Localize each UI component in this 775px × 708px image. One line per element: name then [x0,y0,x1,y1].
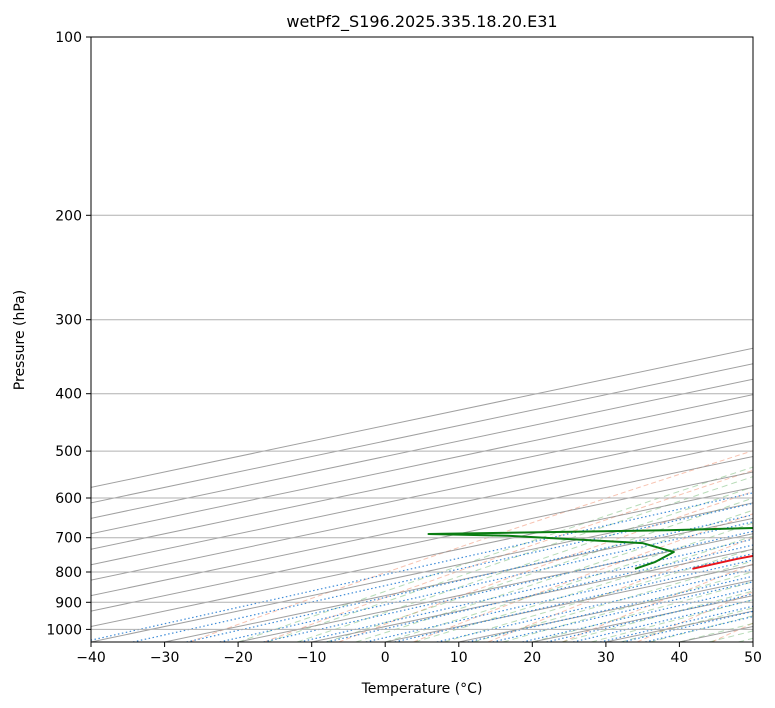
x-tick-label: 30 [597,650,615,666]
y-axis-label: Pressure (hPa) [12,290,28,390]
y-tick-label: 200 [55,208,82,224]
y-tick-label: 400 [55,387,82,403]
plot-frame [90,36,754,643]
isotherm-line [164,517,753,642]
moist-adiabat-line [326,497,753,642]
x-tick-label: 40 [670,650,688,666]
y-tick-label: 800 [55,565,82,581]
x-tick-label: −10 [297,650,327,666]
dry-adiabat-line [562,563,753,642]
mixing-ratio-line [492,581,753,642]
dry-adiabat-line [264,469,753,642]
x-tick-label: −20 [223,650,253,666]
x-tick-label: −40 [76,650,106,666]
isotherm-line [91,409,753,550]
x-tick-label: −30 [150,650,180,666]
x-tick-label: 0 [381,650,390,666]
isotherm-line [91,455,753,597]
mixing-ratio-line [467,575,753,642]
background-lines [91,347,753,642]
y-tick-label: 600 [55,491,82,507]
moist-adiabat-line [267,476,753,642]
isotherm-line [91,440,753,581]
isotherm-line [91,425,753,566]
y-tick-label: 300 [55,313,82,329]
moist-adiabat-line [414,535,753,642]
x-axis: −40 −30 −20 −10 0 10 20 30 40 50 [76,642,762,666]
mixing-ratio-line [394,559,753,642]
pressure-gridlines [91,37,753,630]
chart-title: wetPf2_S196.2025.335.18.20.E31 [286,12,557,32]
mixing-ratio-line [186,514,753,642]
x-axis-label: Temperature (°C) [361,681,483,697]
moist-adiabat-line [561,590,753,642]
dry-adiabat-line [189,450,753,642]
x-tick-label: 10 [450,650,468,666]
x-tick-label: 50 [744,650,762,666]
y-tick-label: 100 [55,30,82,46]
dry-adiabat-line [413,513,753,642]
x-tick-label: 20 [523,650,541,666]
isotherm-line [91,471,753,612]
y-tick-label: 1000 [46,622,82,638]
isotherm-line [91,502,753,642]
mixing-ratio-line [299,538,753,642]
isotherm-line [237,533,753,642]
y-axis: 100 200 300 400 500 600 700 800 900 1000 [46,30,91,638]
mixing-ratio-line [91,492,753,641]
moist-adiabat-line [532,581,753,642]
y-tick-label: 700 [55,531,82,547]
mixing-ratio-line [436,568,753,642]
y-tick-label: 900 [55,595,82,611]
moist-adiabat-line [385,522,753,642]
mixing-ratio-line [326,544,753,642]
isotherm-line [91,486,753,628]
y-tick-label: 500 [55,444,82,460]
